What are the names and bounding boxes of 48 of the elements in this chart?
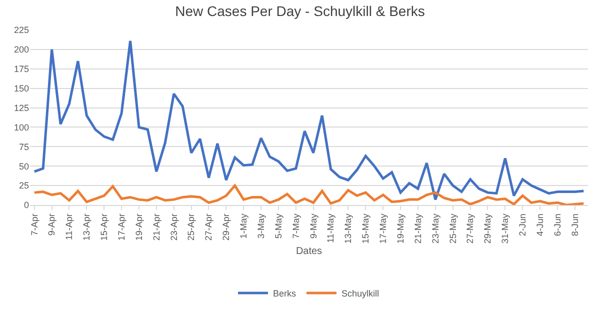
- x-tick-label: 7-May: [290, 213, 301, 239]
- x-tick-label: 4-Jun: [534, 214, 545, 236]
- x-tick-label: 9-Apr: [46, 214, 57, 236]
- chart-title: New Cases Per Day - Schuylkill & Berks: [175, 3, 425, 20]
- x-tick-label: 13-May: [343, 213, 354, 244]
- y-tick-label: 25: [18, 180, 29, 191]
- x-tick-label: 11-Apr: [64, 214, 74, 240]
- x-tick-label: 29-May: [482, 213, 493, 244]
- legend-label: Schuylkill: [342, 288, 380, 299]
- x-tick-label: 19-Apr: [134, 214, 144, 241]
- y-tick-label: 225: [14, 25, 29, 36]
- x-tick-label: 19-May: [395, 213, 406, 244]
- x-tick-label: 29-Apr: [221, 214, 232, 241]
- x-tick-label: 5-May: [273, 213, 284, 239]
- line-series: [33, 184, 585, 205]
- x-tick-label: 7-Apr: [29, 214, 40, 236]
- x-tick-label: 31-May: [500, 213, 510, 244]
- x-tick-label: 15-May: [360, 213, 371, 244]
- x-tick-label: 6-Jun: [552, 214, 562, 236]
- x-tick-label: 13-Apr: [82, 214, 92, 241]
- x-tick-label: 1-May: [238, 213, 249, 239]
- x-tick-label: 25-May: [448, 213, 458, 244]
- y-tick-label: 125: [14, 102, 29, 113]
- x-tick-label: 21-May: [412, 213, 423, 244]
- legend-label: Berks: [273, 288, 297, 299]
- x-tick-label: 23-Apr: [168, 214, 179, 241]
- x-tick-label: 17-Apr: [116, 214, 126, 241]
- x-tick-label: 8-Jun: [570, 214, 580, 236]
- x-tick-label: 3-May: [256, 213, 266, 239]
- y-tick-label: 175: [14, 64, 29, 74]
- x-tick-label: 21-Apr: [151, 214, 162, 241]
- x-tick-label: 2-Jun: [518, 214, 528, 236]
- x-tick-label: 25-Apr: [186, 214, 196, 241]
- line-series: [33, 40, 585, 201]
- y-tick-label: 75: [18, 142, 29, 152]
- y-tick-label: 200: [14, 44, 29, 55]
- x-axis-title: Dates: [296, 246, 322, 258]
- x-tick-label: 27-May: [465, 213, 476, 244]
- y-tick-label: 0: [24, 200, 29, 210]
- x-tick-label: 17-May: [378, 213, 388, 244]
- x-tick-label: 23-May: [430, 213, 440, 244]
- x-tick-label: 11-May: [326, 213, 336, 243]
- y-tick-label: 100: [14, 122, 29, 132]
- x-tick-label: 15-Apr: [99, 214, 110, 241]
- y-tick-label: 50: [18, 161, 29, 172]
- x-tick-label: 9-May: [308, 213, 318, 239]
- x-tick-label: 27-Apr: [204, 214, 214, 241]
- y-tick-label: 150: [14, 83, 29, 94]
